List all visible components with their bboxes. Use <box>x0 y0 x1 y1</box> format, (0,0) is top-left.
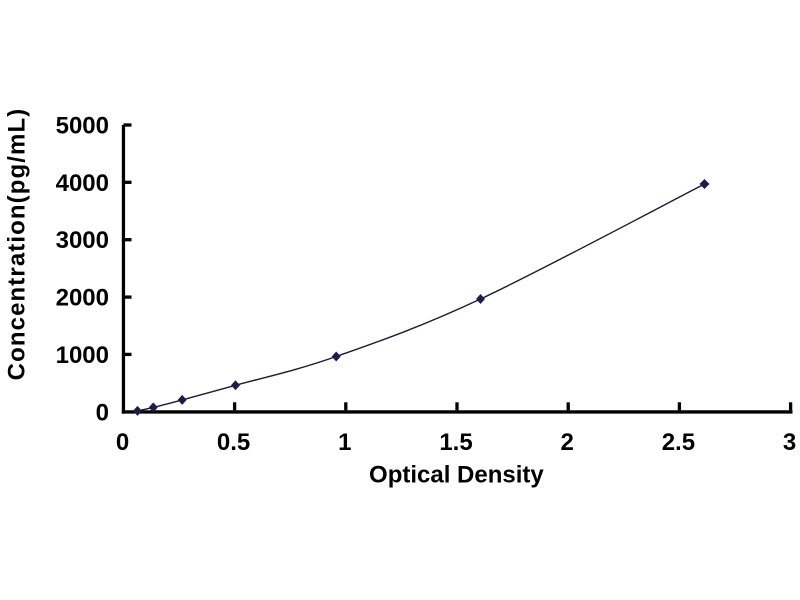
svg-text:Optical Density: Optical Density <box>369 462 544 489</box>
svg-text:4000: 4000 <box>56 170 109 197</box>
svg-text:1.5: 1.5 <box>439 429 472 456</box>
svg-text:Concentration(pg/mL): Concentration(pg/mL) <box>4 108 31 381</box>
svg-text:2: 2 <box>561 429 574 456</box>
svg-text:3000: 3000 <box>56 227 109 254</box>
svg-text:0.5: 0.5 <box>217 429 250 456</box>
svg-text:5000: 5000 <box>56 113 109 140</box>
svg-text:1: 1 <box>338 429 351 456</box>
svg-text:2.5: 2.5 <box>662 429 695 456</box>
svg-text:0: 0 <box>116 429 129 456</box>
svg-text:3: 3 <box>783 429 796 456</box>
svg-text:0: 0 <box>96 399 109 426</box>
svg-text:1000: 1000 <box>56 342 109 369</box>
svg-text:2000: 2000 <box>56 285 109 312</box>
